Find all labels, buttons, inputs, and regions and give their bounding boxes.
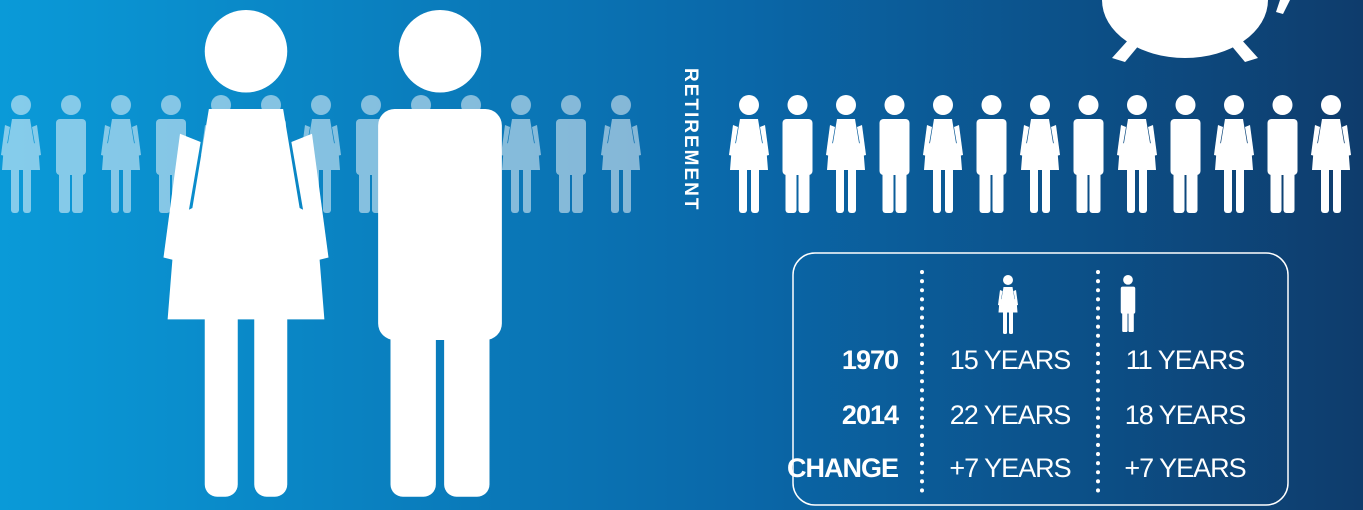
retirement-label: RETIREMENT: [680, 68, 701, 212]
women-years: +7 YEARS: [949, 453, 1070, 483]
table: 1970 15 YEARS 11 YEARS 2014 22 YEARS 18 YEARS…: [787, 345, 1247, 483]
men-years: 11 YEARS: [1126, 345, 1245, 375]
men-years: 18 YEARS: [1125, 400, 1246, 430]
women-years: 15 YEARS: [950, 345, 1071, 375]
row-label: CHANGE: [787, 453, 898, 483]
clock: [1102, 0, 1290, 62]
women-years: 22 YEARS: [950, 400, 1071, 430]
table-frame: [792, 252, 1289, 506]
men-years: +7 YEARS: [1124, 453, 1245, 483]
row-label: 1970: [842, 345, 898, 375]
row-label: 2014: [842, 400, 899, 430]
